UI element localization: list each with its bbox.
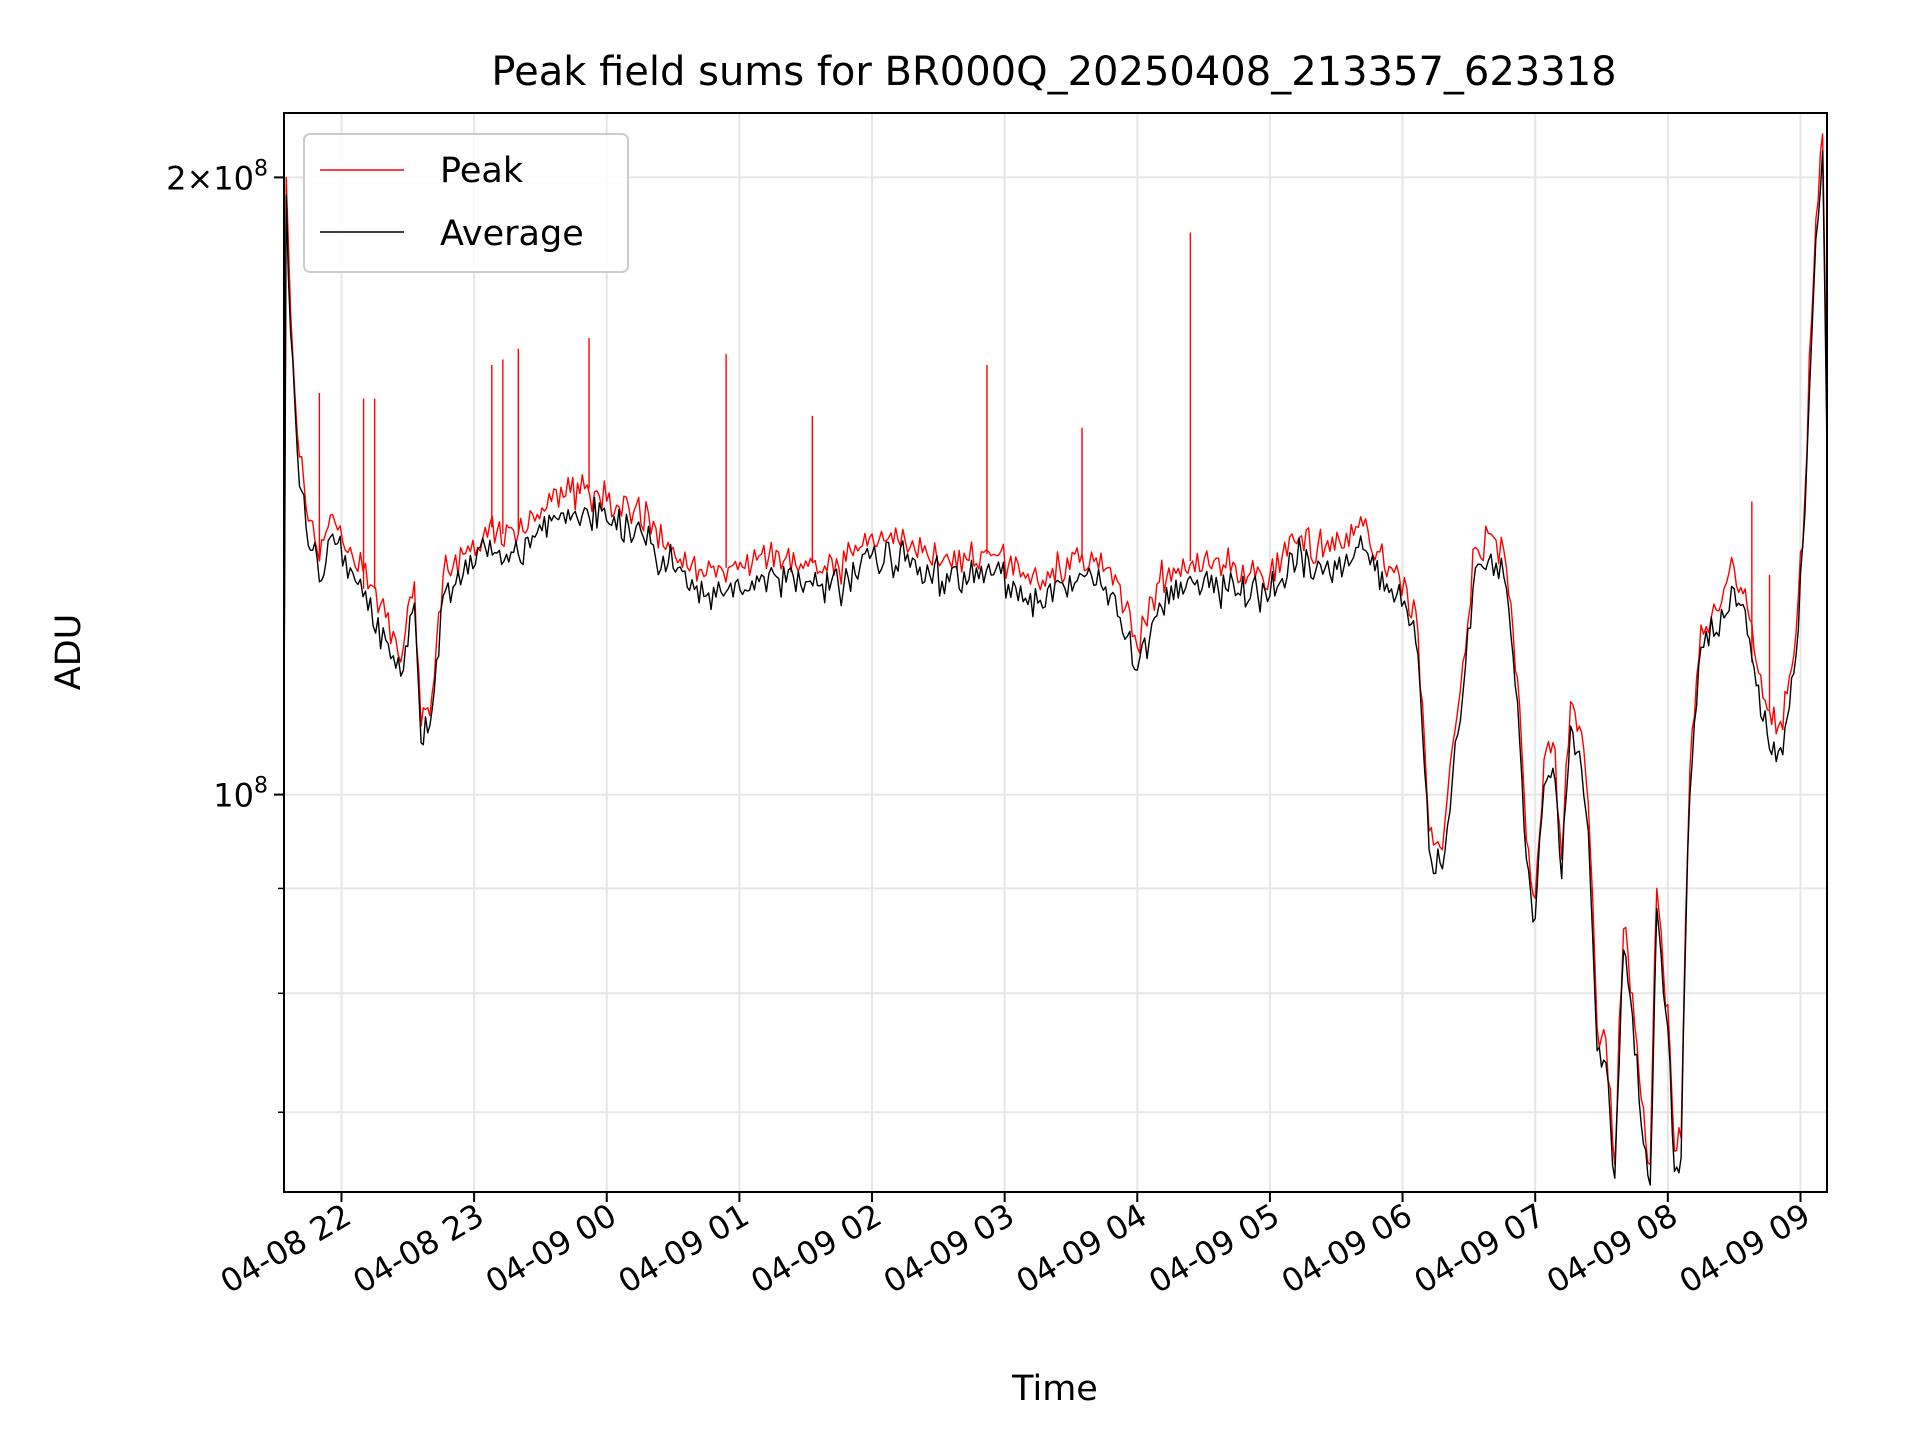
plot-frame: [283, 112, 1828, 1193]
legend: Peak Average: [303, 133, 629, 273]
x-axis-label: Time: [1011, 1369, 1098, 1409]
y-axis-label: ADU: [49, 614, 89, 691]
series-line-peak: [283, 133, 1828, 1166]
legend-label-average: Average: [440, 214, 584, 254]
series-lines: [283, 133, 1828, 1186]
y-axis: 108 2×108: [166, 156, 284, 1113]
y-tick-label: 108: [213, 774, 268, 815]
legend-box: [303, 133, 629, 273]
y-tick-label: 2×108: [166, 156, 268, 197]
legend-label-peak: Peak: [440, 151, 524, 191]
chart-title: Peak field sums for BR000Q_20250408_2133…: [491, 49, 1616, 95]
series-line-average: [283, 150, 1828, 1186]
